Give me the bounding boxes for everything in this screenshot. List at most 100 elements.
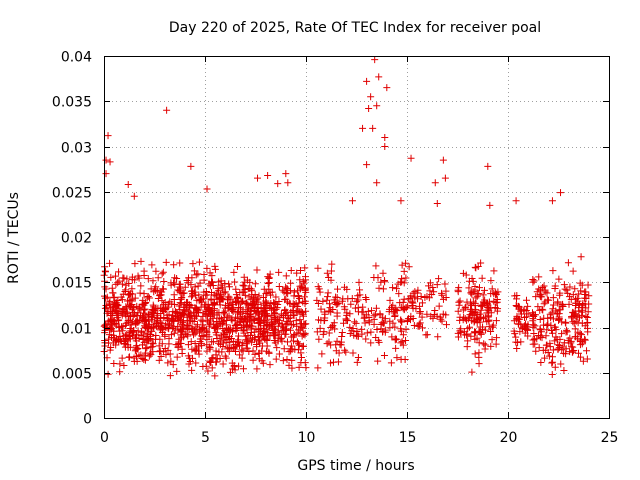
data-point xyxy=(104,132,112,140)
data-point xyxy=(472,294,480,302)
data-point xyxy=(316,288,324,296)
data-point xyxy=(277,310,285,318)
data-point xyxy=(512,338,520,346)
chart-title: Day 220 of 2025, Rate Of TEC Index for r… xyxy=(169,20,541,36)
data-point xyxy=(284,290,292,298)
data-point xyxy=(404,295,412,303)
data-point xyxy=(327,276,335,284)
data-point xyxy=(582,312,590,320)
data-point xyxy=(202,307,210,315)
data-point xyxy=(298,332,306,340)
data-point xyxy=(101,294,109,302)
data-point xyxy=(236,351,244,359)
data-point xyxy=(120,338,128,346)
data-point xyxy=(542,346,550,354)
data-point xyxy=(315,285,323,293)
data-point xyxy=(142,316,150,324)
data-point xyxy=(330,296,338,304)
data-point xyxy=(184,279,192,287)
data-point xyxy=(490,267,498,275)
data-point xyxy=(367,339,375,347)
data-point xyxy=(392,306,400,314)
data-point xyxy=(171,280,179,288)
data-point xyxy=(531,322,539,330)
data-point xyxy=(352,319,360,327)
data-point xyxy=(252,310,260,318)
data-point xyxy=(138,354,146,362)
data-point xyxy=(118,323,126,331)
data-point xyxy=(367,93,375,101)
data-point xyxy=(107,273,115,281)
data-point xyxy=(532,347,540,355)
data-point xyxy=(198,325,206,333)
data-point xyxy=(220,336,228,344)
x-tick-label: 20 xyxy=(500,430,518,446)
data-point xyxy=(314,364,322,372)
data-point xyxy=(381,133,389,141)
data-point xyxy=(374,357,382,365)
data-point xyxy=(295,341,303,349)
data-point xyxy=(350,318,358,326)
data-point xyxy=(181,283,189,291)
data-point xyxy=(244,285,252,293)
data-point xyxy=(290,320,298,328)
data-point xyxy=(127,321,135,329)
data-point xyxy=(246,278,254,286)
data-point xyxy=(152,320,160,328)
data-point xyxy=(406,294,414,302)
data-point xyxy=(178,349,186,357)
data-point xyxy=(211,265,219,273)
data-point xyxy=(559,343,567,351)
data-point xyxy=(523,326,531,334)
data-point xyxy=(557,360,565,368)
data-point xyxy=(156,291,164,299)
data-point xyxy=(563,286,571,294)
data-point xyxy=(275,268,283,276)
data-point xyxy=(208,272,216,280)
data-point xyxy=(577,287,585,295)
data-point xyxy=(148,323,156,331)
data-point xyxy=(355,278,363,286)
data-point xyxy=(562,345,570,353)
data-point xyxy=(323,340,331,348)
data-point xyxy=(173,367,181,375)
data-point xyxy=(578,311,586,319)
data-point xyxy=(577,335,585,343)
data-point xyxy=(264,171,272,179)
data-point xyxy=(299,298,307,306)
data-point xyxy=(386,296,394,304)
data-point xyxy=(325,338,333,346)
data-point xyxy=(170,295,178,303)
data-point xyxy=(335,299,343,307)
data-point xyxy=(120,361,128,369)
data-point xyxy=(227,344,235,352)
data-point xyxy=(247,307,255,315)
data-point xyxy=(195,350,203,358)
data-point xyxy=(192,359,200,367)
data-point xyxy=(264,280,272,288)
data-point xyxy=(213,331,221,339)
data-point xyxy=(263,342,271,350)
data-point xyxy=(115,277,123,285)
data-point xyxy=(415,320,423,328)
y-tick-label: 0.015 xyxy=(52,276,92,292)
data-point xyxy=(456,297,464,305)
data-point xyxy=(439,156,447,164)
data-point xyxy=(225,280,233,288)
data-point xyxy=(569,267,577,275)
data-point xyxy=(293,269,301,277)
data-point xyxy=(241,332,249,340)
data-point xyxy=(126,329,134,337)
y-tick-label: 0.035 xyxy=(52,95,92,111)
data-point xyxy=(400,306,408,314)
data-point xyxy=(480,340,488,348)
data-point xyxy=(267,291,275,299)
data-point xyxy=(280,345,288,353)
data-point xyxy=(572,299,580,307)
data-point xyxy=(134,327,142,335)
data-point xyxy=(191,339,199,347)
data-point xyxy=(106,301,114,309)
data-point xyxy=(373,326,381,334)
data-point xyxy=(138,301,146,309)
data-point xyxy=(398,338,406,346)
